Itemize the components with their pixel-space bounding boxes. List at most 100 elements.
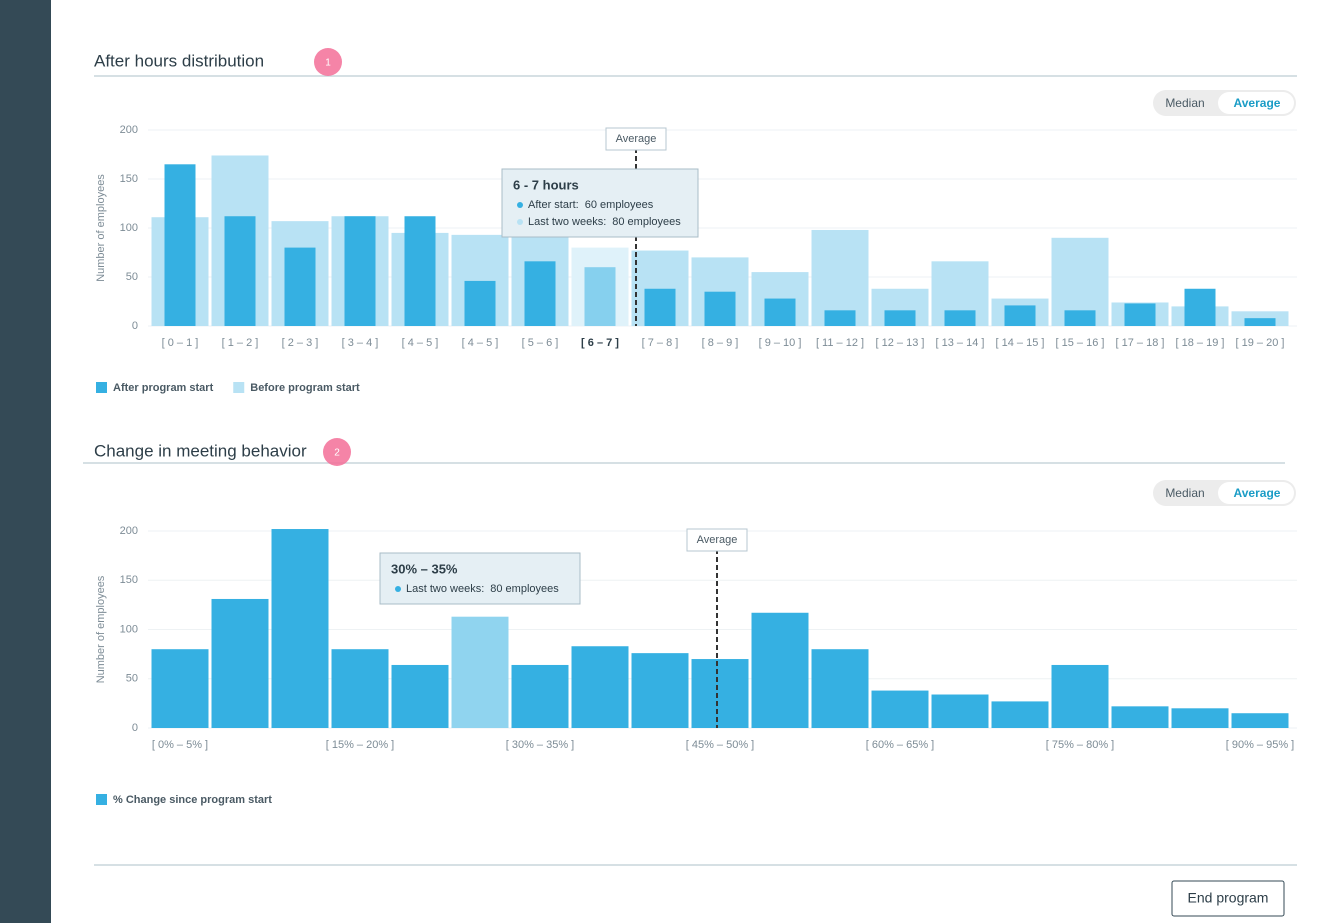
bar bbox=[1004, 305, 1036, 326]
toggle-thumb bbox=[1218, 482, 1294, 504]
bar bbox=[811, 649, 869, 728]
tooltip-dot bbox=[517, 219, 523, 225]
tooltip-value: 80 employees bbox=[490, 583, 559, 595]
bar bbox=[811, 229, 869, 326]
tooltip-label: Last two weeks: bbox=[528, 216, 606, 228]
x-tick-label: [ 19 – 20 ] bbox=[1236, 337, 1285, 349]
section-title: After hours distribution bbox=[94, 51, 264, 70]
y-tick-label: 50 bbox=[126, 271, 138, 283]
toggle-option[interactable]: Median bbox=[1165, 96, 1204, 110]
y-tick-label: 150 bbox=[120, 173, 138, 185]
y-axis-label: Number of employees bbox=[95, 575, 107, 683]
tooltip-value: 80 employees bbox=[612, 216, 681, 228]
bar bbox=[344, 216, 376, 326]
x-tick-label: [ 30% – 35% ] bbox=[506, 739, 575, 751]
x-tick-label: [ 4 – 5 ] bbox=[402, 337, 439, 349]
button-frame[interactable] bbox=[1171, 880, 1285, 917]
bar bbox=[764, 298, 796, 326]
bar bbox=[271, 529, 329, 728]
toggle-option[interactable]: Average bbox=[1234, 96, 1281, 110]
bar bbox=[404, 216, 436, 326]
tooltip bbox=[501, 168, 699, 238]
bar bbox=[1124, 303, 1156, 326]
x-tick-label: [ 0 – 1 ] bbox=[162, 337, 199, 349]
y-tick-label: 100 bbox=[120, 222, 138, 234]
x-tick-label: [ 8 – 9 ] bbox=[702, 337, 739, 349]
x-tick-label: [ 2 – 3 ] bbox=[282, 337, 319, 349]
bar bbox=[751, 612, 809, 728]
y-tick-label: 0 bbox=[132, 722, 138, 734]
bar bbox=[691, 659, 749, 728]
x-tick-label: [ 11 – 12 ] bbox=[816, 337, 864, 349]
legend-swatch bbox=[96, 382, 107, 393]
tooltip-title: 6 - 7 hours bbox=[513, 177, 579, 192]
toggle-thumb bbox=[1218, 92, 1294, 114]
y-tick-label: 0 bbox=[132, 320, 138, 332]
y-tick-label: 200 bbox=[120, 525, 138, 537]
x-tick-label: [ 4 – 5 ] bbox=[462, 337, 499, 349]
x-tick-label: [ 15 – 16 ] bbox=[1056, 337, 1105, 349]
button-label[interactable]: End program bbox=[1188, 890, 1269, 906]
y-tick-label: 50 bbox=[126, 673, 138, 685]
bar bbox=[931, 694, 989, 728]
bar bbox=[584, 267, 616, 326]
y-tick-label: 150 bbox=[120, 574, 138, 586]
bar bbox=[631, 653, 689, 728]
tooltip-label: Last two weeks: bbox=[406, 583, 484, 595]
bar bbox=[884, 310, 916, 326]
x-tick-label: [ 12 – 13 ] bbox=[876, 337, 925, 349]
x-tick-label: [ 15% – 20% ] bbox=[326, 739, 395, 751]
y-tick-label: 100 bbox=[120, 623, 138, 635]
x-tick-label: [ 7 – 8 ] bbox=[642, 337, 679, 349]
y-axis-label: Number of employees bbox=[95, 174, 107, 282]
sidebar bbox=[0, 0, 51, 923]
bar bbox=[571, 646, 629, 728]
bar bbox=[1111, 706, 1169, 728]
tooltip-label: After start: bbox=[528, 199, 579, 211]
bar bbox=[1244, 318, 1276, 326]
tooltip-value: 60 employees bbox=[585, 199, 654, 211]
tooltip-dot bbox=[395, 586, 401, 592]
toggle-option[interactable]: Average bbox=[1234, 486, 1281, 500]
y-tick-label: 200 bbox=[120, 124, 138, 136]
step-number: 1 bbox=[325, 58, 331, 69]
toggle-option[interactable]: Median bbox=[1165, 486, 1204, 500]
bar bbox=[704, 291, 736, 326]
bar bbox=[524, 261, 556, 326]
average-label: Average bbox=[697, 534, 738, 546]
step-number: 2 bbox=[334, 448, 340, 459]
legend-label: After program start bbox=[113, 382, 214, 394]
x-tick-label: [ 3 – 4 ] bbox=[342, 337, 379, 349]
x-tick-label: [ 17 – 18 ] bbox=[1116, 337, 1165, 349]
bar bbox=[1184, 288, 1216, 326]
section-title: Change in meeting behavior bbox=[94, 441, 307, 460]
x-tick-label: [ 14 – 15 ] bbox=[996, 337, 1045, 349]
legend-swatch bbox=[233, 382, 245, 393]
bar bbox=[151, 649, 209, 728]
bar bbox=[331, 649, 389, 728]
x-tick-label: [ 0% – 5% ] bbox=[152, 739, 208, 751]
step-marker bbox=[314, 48, 342, 76]
bar bbox=[391, 664, 449, 728]
x-tick-label: [ 90% – 95% ] bbox=[1226, 739, 1295, 751]
x-tick-label: [ 1 – 2 ] bbox=[222, 337, 259, 349]
x-tick-label: [ 45% – 50% ] bbox=[686, 739, 755, 751]
x-tick-label: [ 5 – 6 ] bbox=[522, 337, 559, 349]
bar bbox=[991, 701, 1049, 728]
x-tick-label: [ 9 – 10 ] bbox=[759, 337, 802, 349]
bar bbox=[211, 598, 269, 728]
legend-label: % Change since program start bbox=[113, 794, 272, 806]
bar bbox=[824, 310, 856, 326]
bar bbox=[224, 216, 256, 326]
bar bbox=[464, 280, 496, 326]
average-box bbox=[605, 127, 667, 151]
tooltip-dot bbox=[517, 202, 523, 208]
bar bbox=[1231, 713, 1289, 728]
bar bbox=[511, 664, 569, 728]
bar bbox=[451, 616, 509, 728]
average-label: Average bbox=[616, 133, 657, 145]
x-tick-label: [ 75% – 80% ] bbox=[1046, 739, 1115, 751]
bar bbox=[1064, 310, 1096, 326]
